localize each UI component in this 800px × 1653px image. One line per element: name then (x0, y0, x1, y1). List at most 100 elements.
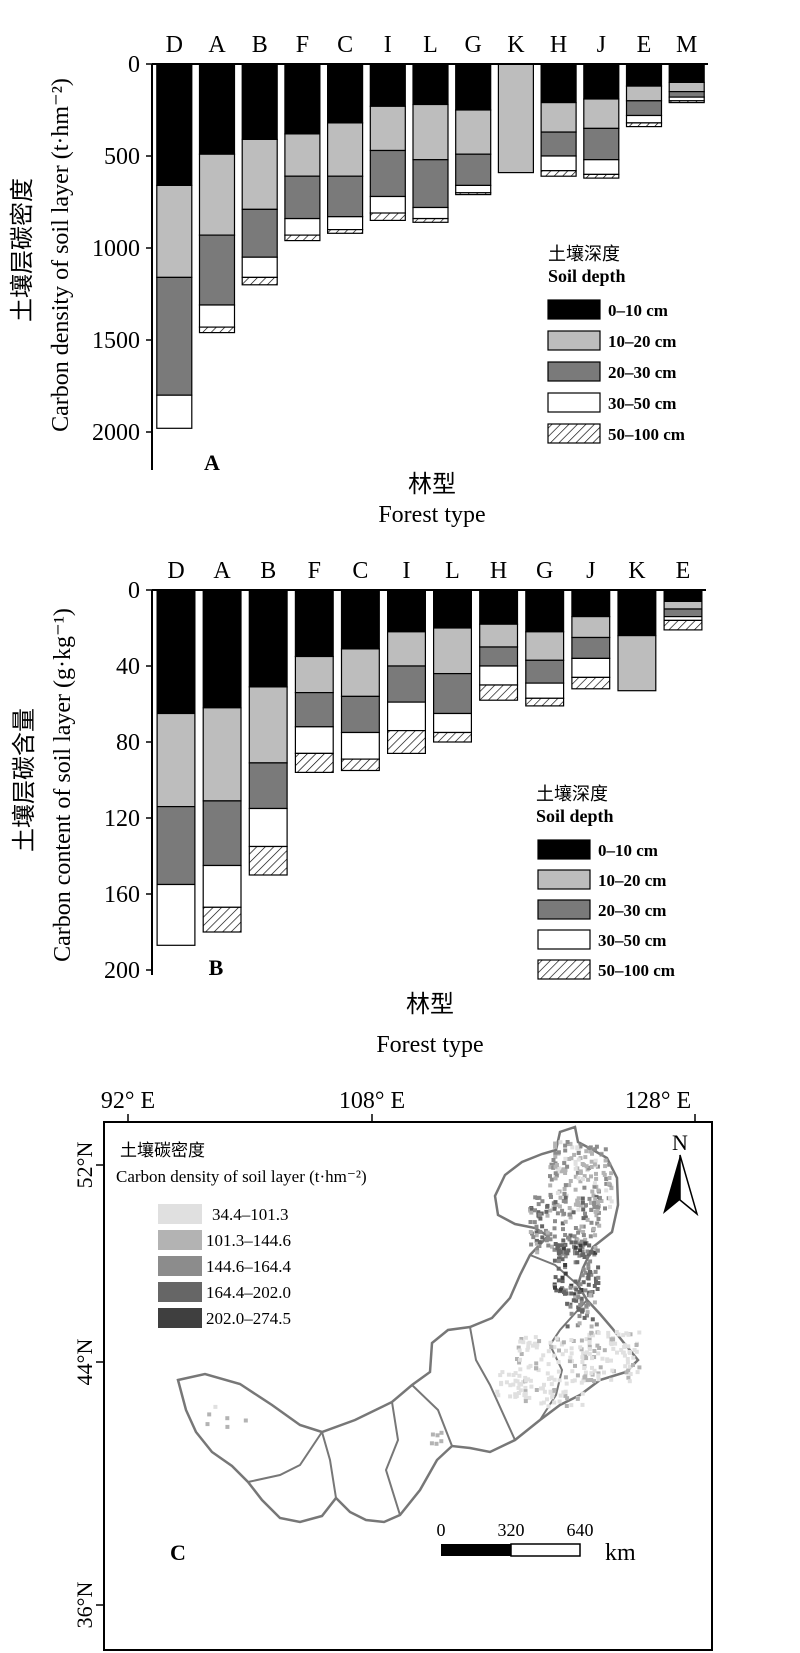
density-cell (563, 1265, 568, 1270)
density-cell (592, 1205, 597, 1210)
density-cell (563, 1156, 568, 1161)
category-label-I: I (403, 558, 411, 584)
density-cell (570, 1379, 575, 1384)
density-cell (542, 1389, 547, 1394)
density-cell (533, 1341, 538, 1346)
bar-B-seg-0 (241, 63, 278, 141)
density-cell (625, 1360, 630, 1365)
density-cell (578, 1303, 583, 1307)
y-tick-label: 2000 (92, 420, 140, 446)
density-cell (556, 1278, 561, 1283)
panel-a-label: A (204, 450, 220, 475)
density-cell (579, 1300, 584, 1305)
density-cell (627, 1364, 632, 1369)
density-cell (563, 1233, 568, 1237)
density-cell (578, 1243, 583, 1248)
density-cell (610, 1368, 615, 1373)
density-cell (553, 1285, 557, 1290)
density-cell (581, 1378, 586, 1383)
density-cell (533, 1195, 538, 1200)
category-label-J: J (597, 32, 606, 58)
category-label-F: F (308, 558, 321, 584)
legend-swatch-1 (547, 330, 601, 351)
density-cell (545, 1213, 550, 1218)
bar-E-seg-3 (625, 114, 663, 124)
density-cell (518, 1367, 523, 1372)
bar-G-seg-4 (455, 192, 492, 196)
map-legend-title: Carbon density of soil layer (t·hm⁻²) (116, 1167, 367, 1186)
lon-tick-128: 128° E (625, 1088, 691, 1114)
density-cell (579, 1338, 584, 1343)
density-cell (435, 1433, 440, 1438)
density-cell (604, 1188, 609, 1193)
bar-I-seg-0 (387, 589, 427, 633)
density-cell (632, 1348, 637, 1352)
density-cell (587, 1243, 592, 1248)
density-cell (553, 1219, 557, 1224)
bar-I-seg-4 (387, 729, 427, 754)
density-cell (596, 1217, 601, 1221)
density-cell (560, 1352, 565, 1357)
bar-E-seg-2 (625, 100, 663, 117)
density-cell (596, 1265, 601, 1270)
density-cell (580, 1249, 585, 1254)
legend-label-2: 20–30 cm (608, 363, 676, 382)
region-outline (176, 1125, 640, 1524)
density-cell (568, 1355, 573, 1360)
density-cell (548, 1165, 553, 1170)
density-cell (561, 1340, 566, 1345)
density-cell (591, 1193, 596, 1198)
density-cell (635, 1370, 640, 1375)
density-cell (574, 1287, 579, 1292)
density-cell (569, 1338, 574, 1342)
density-cell (517, 1373, 522, 1378)
panel-b-ylabel: Carbon content of soil layer (g·kg⁻¹) (50, 608, 76, 962)
density-cell (586, 1272, 591, 1277)
bar-J-seg-0 (571, 589, 611, 618)
density-cell (588, 1293, 593, 1298)
bar-H-seg-1 (479, 623, 519, 648)
density-cell (574, 1298, 579, 1303)
density-cell (553, 1200, 558, 1205)
density-cell (623, 1364, 628, 1369)
density-cell (592, 1184, 597, 1189)
density-cell (561, 1167, 566, 1172)
bar-H-seg-4 (540, 170, 577, 177)
category-label-G: G (536, 558, 553, 584)
map-legend-swatch-1 (158, 1230, 202, 1250)
density-cell (552, 1400, 557, 1405)
category-label-L: L (445, 558, 460, 584)
bar-A-seg-3 (202, 864, 242, 908)
density-cell (506, 1372, 511, 1377)
density-cell (571, 1339, 576, 1343)
density-cell (581, 1351, 586, 1356)
density-cell (563, 1254, 568, 1259)
density-cell (587, 1165, 592, 1170)
bar-C-seg-2 (340, 695, 380, 734)
lon-tick-92: 92° E (101, 1088, 155, 1114)
density-cell (548, 1174, 552, 1179)
category-label-J: J (586, 558, 595, 584)
density-cell (577, 1241, 582, 1246)
density-cell (513, 1378, 518, 1383)
density-cell (554, 1336, 559, 1341)
category-label-K: K (628, 558, 646, 584)
density-cell (563, 1195, 568, 1200)
density-cell (622, 1353, 627, 1358)
bar-I-seg-3 (387, 701, 427, 732)
density-cell (573, 1292, 578, 1297)
density-cell (553, 1151, 558, 1156)
lat-tick-52: 52°N (72, 1142, 97, 1189)
legend-swatch-4 (537, 959, 591, 980)
density-cell (550, 1395, 555, 1400)
bar-F-seg-4 (284, 234, 321, 242)
category-label-B: B (260, 558, 276, 584)
density-cell (582, 1366, 587, 1370)
density-cell (592, 1349, 597, 1353)
density-cell (586, 1262, 591, 1267)
bar-B-seg-3 (248, 807, 288, 848)
density-cell (557, 1399, 562, 1404)
density-cell (592, 1202, 597, 1206)
density-cell (549, 1345, 554, 1350)
